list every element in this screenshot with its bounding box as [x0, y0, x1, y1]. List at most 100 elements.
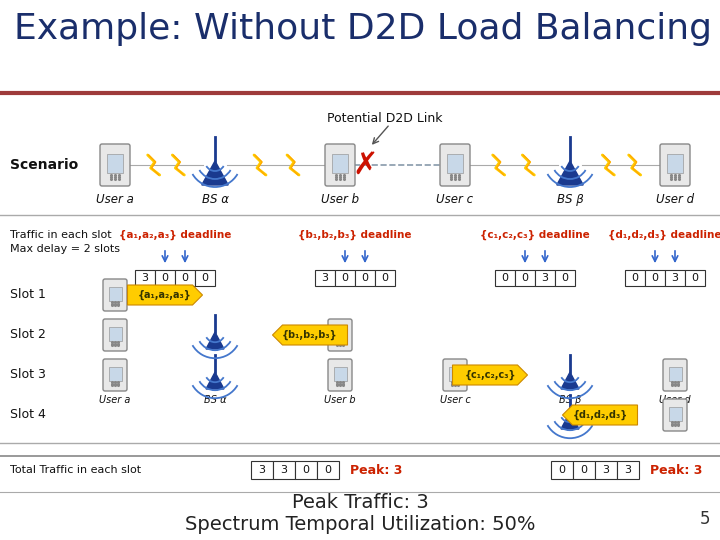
- Polygon shape: [452, 365, 528, 385]
- Bar: [685, 270, 705, 286]
- Bar: [535, 270, 555, 286]
- Text: Slot 2: Slot 2: [10, 328, 46, 341]
- Polygon shape: [206, 372, 224, 389]
- Bar: [625, 270, 645, 286]
- Bar: [273, 461, 295, 479]
- Text: ✗: ✗: [352, 151, 378, 179]
- FancyBboxPatch shape: [325, 144, 355, 186]
- Text: User a: User a: [99, 395, 131, 405]
- Polygon shape: [562, 405, 637, 425]
- Text: {d₁,d₂,d₃}: {d₁,d₂,d₃}: [572, 410, 628, 420]
- Text: 0: 0: [562, 273, 569, 283]
- Text: 0: 0: [559, 465, 565, 475]
- FancyBboxPatch shape: [100, 144, 130, 186]
- FancyBboxPatch shape: [660, 144, 690, 186]
- Text: 0: 0: [382, 273, 389, 283]
- Text: 3: 3: [603, 465, 610, 475]
- Text: Traffic in each slot: Traffic in each slot: [10, 230, 112, 240]
- FancyBboxPatch shape: [443, 359, 467, 391]
- Text: {c₁,c₂,c₃}: {c₁,c₂,c₃}: [464, 370, 516, 380]
- Bar: [515, 270, 535, 286]
- FancyBboxPatch shape: [663, 359, 687, 391]
- Text: Peak Traffic: 3: Peak Traffic: 3: [292, 493, 428, 512]
- Polygon shape: [206, 332, 224, 349]
- Text: 0: 0: [691, 273, 698, 283]
- Polygon shape: [272, 325, 348, 345]
- FancyBboxPatch shape: [668, 407, 682, 421]
- FancyBboxPatch shape: [449, 367, 462, 381]
- Bar: [135, 270, 155, 286]
- Text: 0: 0: [521, 273, 528, 283]
- Text: Scenario: Scenario: [10, 158, 78, 172]
- Bar: [155, 270, 175, 286]
- Text: 3: 3: [258, 465, 266, 475]
- Text: Slot 4: Slot 4: [10, 408, 46, 422]
- FancyBboxPatch shape: [333, 367, 346, 381]
- Text: User c: User c: [440, 395, 470, 405]
- Bar: [645, 270, 665, 286]
- Text: 0: 0: [302, 465, 310, 475]
- FancyBboxPatch shape: [440, 144, 470, 186]
- Bar: [315, 270, 335, 286]
- Bar: [375, 270, 395, 286]
- FancyBboxPatch shape: [103, 279, 127, 311]
- Bar: [555, 270, 575, 286]
- FancyBboxPatch shape: [107, 153, 123, 173]
- Text: 5: 5: [700, 510, 710, 528]
- Bar: [195, 270, 215, 286]
- Text: User a: User a: [96, 193, 134, 206]
- Text: BS α: BS α: [202, 193, 228, 206]
- Text: 0: 0: [181, 273, 189, 283]
- Text: Example: Without D2D Load Balancing: Example: Without D2D Load Balancing: [14, 12, 712, 46]
- Text: {a₁,a₂,a₃} deadline: {a₁,a₂,a₃} deadline: [119, 230, 231, 240]
- Polygon shape: [561, 372, 579, 389]
- Text: 0: 0: [202, 273, 209, 283]
- FancyBboxPatch shape: [663, 399, 687, 431]
- Bar: [317, 461, 339, 479]
- Text: 0: 0: [341, 273, 348, 283]
- Text: Peak: 3: Peak: 3: [650, 463, 703, 476]
- Text: User d: User d: [660, 395, 690, 405]
- Polygon shape: [561, 412, 579, 429]
- Text: 3: 3: [281, 465, 287, 475]
- Text: 0: 0: [580, 465, 588, 475]
- Polygon shape: [557, 161, 583, 185]
- Text: {b₁,b₂,b₃} deadline: {b₁,b₂,b₃} deadline: [298, 230, 412, 240]
- FancyBboxPatch shape: [333, 327, 346, 341]
- Text: User c: User c: [436, 193, 474, 206]
- Text: Max delay = 2 slots: Max delay = 2 slots: [10, 244, 120, 254]
- FancyBboxPatch shape: [328, 359, 352, 391]
- FancyBboxPatch shape: [667, 153, 683, 173]
- Text: BS β: BS β: [557, 193, 583, 206]
- Bar: [335, 270, 355, 286]
- FancyBboxPatch shape: [109, 327, 122, 341]
- Text: User b: User b: [321, 193, 359, 206]
- Bar: [175, 270, 195, 286]
- Bar: [551, 461, 573, 479]
- FancyBboxPatch shape: [109, 367, 122, 381]
- Bar: [617, 461, 639, 479]
- Text: 0: 0: [652, 273, 659, 283]
- Polygon shape: [127, 285, 202, 305]
- Bar: [251, 461, 273, 479]
- Text: 0: 0: [361, 273, 369, 283]
- Bar: [355, 270, 375, 286]
- Text: User b: User b: [324, 395, 356, 405]
- Text: Spectrum Temporal Utilization: 50%: Spectrum Temporal Utilization: 50%: [185, 515, 535, 534]
- Text: BS β: BS β: [559, 395, 581, 405]
- Polygon shape: [202, 161, 228, 185]
- FancyBboxPatch shape: [668, 367, 682, 381]
- Text: 0: 0: [502, 273, 508, 283]
- Text: 0: 0: [631, 273, 639, 283]
- Text: {b₁,b₂,b₃}: {b₁,b₂,b₃}: [282, 330, 338, 340]
- Text: 3: 3: [672, 273, 678, 283]
- Text: {a₁,a₂,a₃}: {a₁,a₂,a₃}: [138, 290, 192, 300]
- Text: Peak: 3: Peak: 3: [350, 463, 402, 476]
- Bar: [573, 461, 595, 479]
- Text: User d: User d: [656, 193, 694, 206]
- FancyBboxPatch shape: [328, 319, 352, 351]
- Bar: [665, 270, 685, 286]
- FancyBboxPatch shape: [446, 153, 464, 173]
- Text: Potential D2D Link: Potential D2D Link: [328, 111, 443, 125]
- Text: 0: 0: [161, 273, 168, 283]
